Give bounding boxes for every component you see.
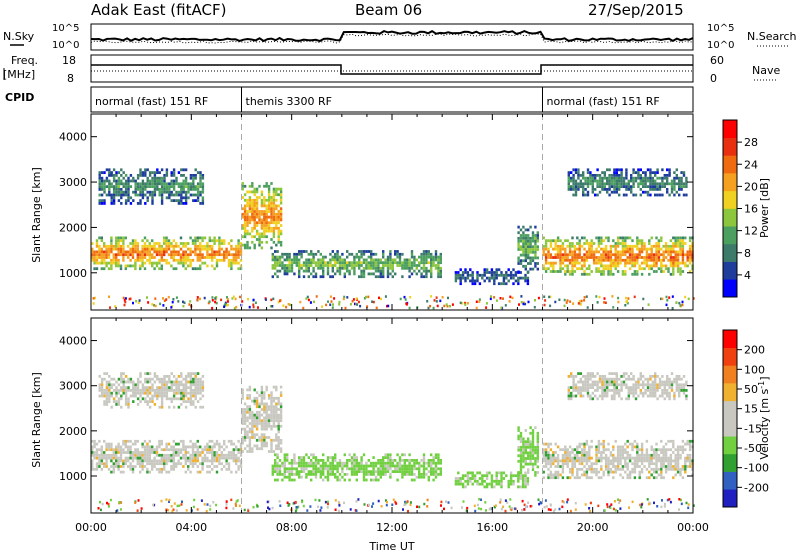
colorbar-tick-label: 200 — [744, 344, 765, 357]
colorbar-swatch — [723, 191, 737, 209]
noise-left-bottom-tick: 10^0 — [52, 40, 79, 51]
freq-unit-label: [MHz] — [3, 68, 35, 81]
freq-right-bottom-tick: 0 — [710, 72, 717, 85]
y-tick-label: 4000 — [59, 131, 87, 144]
colorbar-tick-label: -100 — [744, 462, 769, 475]
noise-right-top-tick: 10^5 — [707, 23, 734, 34]
x-tick-label: 04:00 — [175, 521, 207, 534]
y-tick-label: 3000 — [59, 176, 87, 189]
y-tick-label: 2000 — [59, 425, 87, 438]
power-colorbar-label: Power [dB] — [758, 178, 771, 238]
power-echo-region — [517, 226, 539, 274]
nave-label: Nave — [752, 64, 780, 77]
colorbar-swatch — [723, 330, 737, 348]
power-echo-region — [568, 168, 688, 196]
station-title: Adak East (fitACF) — [91, 1, 226, 19]
velocity-colorbar-label: Velocity [m s-1] — [757, 376, 772, 459]
power-colorbar: 28 24 20 16 12 8 4 — [723, 120, 758, 297]
x-tick-label: 16:00 — [476, 521, 508, 534]
x-tick-label: 00:00 — [75, 521, 107, 534]
colorbar-swatch — [723, 279, 737, 297]
power-near-range-scatter — [93, 295, 695, 309]
colorbar-tick-label: 12 — [744, 225, 758, 238]
freq-label: Freq. — [11, 54, 38, 67]
velocity-echo-region — [99, 372, 205, 408]
colorbar-swatch — [723, 138, 737, 156]
colorbar-tick-label: 8 — [744, 247, 751, 260]
colorbar-swatch — [723, 454, 737, 472]
velocity-echo-region — [568, 372, 688, 400]
cpid-segment-label: normal (fast) 151 RF — [547, 95, 660, 108]
x-tick-label: 08:00 — [276, 521, 308, 534]
colorbar-swatch — [723, 348, 737, 366]
y-tick-label: 4000 — [59, 335, 87, 348]
colorbar-swatch — [723, 244, 737, 262]
velocity-echo-region — [242, 386, 283, 453]
cpid-label: CPID — [5, 91, 34, 104]
colorbar-swatch — [723, 383, 737, 401]
x-tick-label: 12:00 — [376, 521, 408, 534]
colorbar-tick-label: 4 — [744, 269, 751, 282]
velocity-echo-region — [91, 440, 242, 474]
colorbar-swatch — [723, 155, 737, 173]
power-panel: 1000 2000 3000 4000 — [59, 114, 695, 310]
y-tick-label: 3000 — [59, 380, 87, 393]
power-echo-region — [543, 237, 694, 276]
colorbar-tick-label: 16 — [744, 203, 758, 216]
colorbar-swatch — [723, 365, 737, 383]
freq-left-top-tick: 18 — [62, 54, 76, 67]
noise-left-top-tick: 10^5 — [52, 23, 79, 34]
freq-line — [91, 65, 693, 74]
x-tick-label: 20:00 — [577, 521, 609, 534]
colorbar-swatch — [723, 472, 737, 490]
colorbar-swatch — [723, 401, 737, 419]
nsky-label: N.Sky — [3, 30, 35, 43]
colorbar-swatch — [723, 436, 737, 454]
x-tick-label: 00:00 — [677, 521, 709, 534]
noise-sky-line — [91, 31, 693, 41]
noise-strip: N.Sky 10^5 10^0 10^5 10^0 N.Search — [3, 23, 797, 51]
y-tick-label: 1000 — [59, 267, 87, 280]
freq-strip: Freq. [MHz] 18 8 60 0 Nave — [3, 54, 780, 85]
freq-left-bottom-tick: 8 — [67, 72, 74, 85]
power-echo-region — [242, 182, 283, 249]
velocity-panel-frame — [91, 318, 693, 513]
cpid-segment-label: themis 3300 RF — [246, 95, 333, 108]
colorbar-tick-label: 20 — [744, 180, 758, 193]
colorbar-swatch — [723, 173, 737, 191]
velocity-echo-region — [543, 440, 694, 479]
velocity-panel-ylabel: Slant Range [km] — [30, 372, 43, 468]
colorbar-tick-label: 24 — [744, 158, 758, 171]
colorbar-swatch — [723, 209, 737, 227]
cpid-strip: CPID normal (fast) 151 RF themis 3300 RF n… — [5, 87, 693, 112]
power-echo-region — [99, 168, 205, 204]
colorbar-tick-label: 28 — [744, 136, 758, 149]
time-axis-label: Time UT — [368, 540, 414, 553]
velocity-echo-region — [517, 426, 539, 476]
colorbar-swatch — [723, 262, 737, 280]
power-panel-frame — [91, 114, 693, 310]
colorbar-swatch — [723, 489, 737, 507]
freq-right-top-tick: 60 — [710, 54, 724, 67]
velocity-near-range-scatter — [98, 498, 695, 512]
beam-title: Beam 06 — [355, 1, 422, 19]
colorbar-tick-label: 15 — [744, 403, 758, 416]
noise-right-bottom-tick: 10^0 — [707, 40, 734, 51]
velocity-echo-region — [272, 453, 442, 481]
power-panel-ylabel: Slant Range [km] — [30, 167, 43, 263]
colorbar-swatch — [723, 120, 737, 138]
y-tick-label: 2000 — [59, 221, 87, 234]
velocity-panel: 1000 2000 3000 4000 00:00 04:00 08:00 12:00 16:0… — [59, 318, 709, 534]
date-title: 27/Sep/2015 — [588, 1, 684, 19]
colorbar-tick-label: -200 — [744, 481, 769, 494]
power-echo-region — [272, 250, 442, 278]
colorbar-swatch — [723, 419, 737, 437]
cpid-segment-label: normal (fast) 151 RF — [95, 95, 208, 108]
colorbar-tick-label: 100 — [744, 363, 765, 376]
nsearch-label: N.Search — [747, 30, 797, 43]
y-tick-label: 1000 — [59, 470, 87, 483]
colorbar-swatch — [723, 226, 737, 244]
power-echo-region — [91, 237, 242, 271]
